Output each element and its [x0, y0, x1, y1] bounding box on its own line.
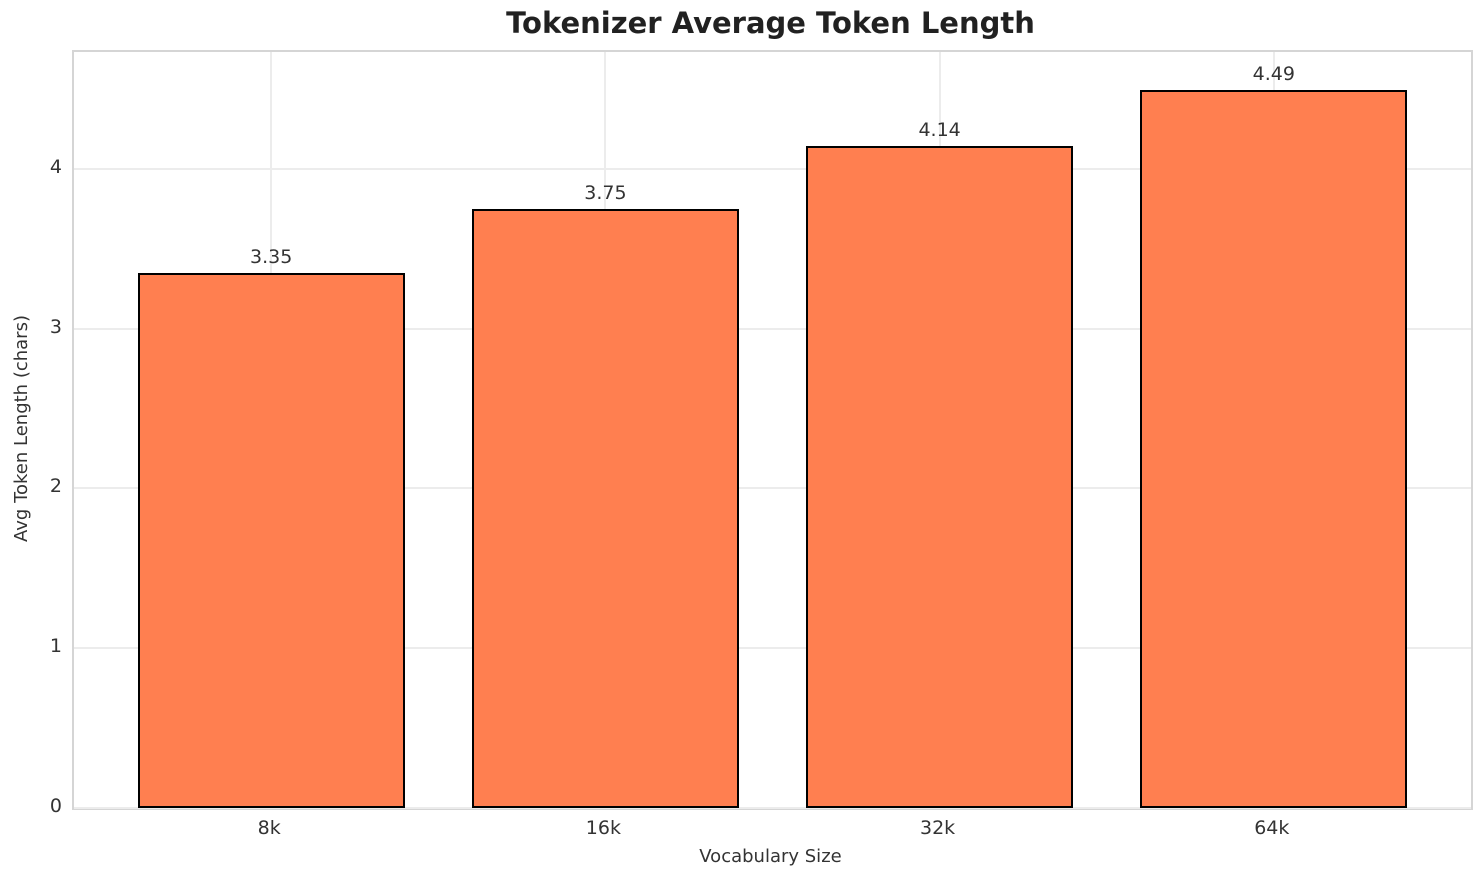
- y-axis-label: Avg Token Length (chars): [10, 314, 32, 542]
- gridline-y-3: [74, 327, 1471, 330]
- x-axis-tick-labels: 8k 16k 32k 64k: [72, 806, 1469, 840]
- x-axis-label: Vocabulary Size: [699, 846, 842, 867]
- y-tick-label-3: 3: [49, 315, 62, 338]
- gridline-y-1: [74, 647, 1471, 650]
- gridline-y-4: [74, 167, 1471, 170]
- bar-16k: [471, 208, 740, 808]
- x-tick-label-16k: 16k: [585, 817, 621, 839]
- x-tick-label-64k: 64k: [1254, 817, 1290, 839]
- y-tick-label-1: 1: [49, 635, 62, 658]
- gridline-y-2: [74, 487, 1471, 490]
- gridline-y-0: [74, 807, 1471, 809]
- bar-32k: [805, 146, 1074, 808]
- y-tick-label-2: 2: [49, 475, 62, 498]
- value-label-8k: 3.35: [250, 245, 293, 268]
- y-axis-label-wrap: Avg Token Length (chars): [4, 50, 38, 806]
- value-label-16k: 3.75: [584, 181, 627, 204]
- bar-8k: [137, 272, 405, 808]
- y-tick-label-0: 0: [49, 795, 62, 817]
- chart-title: Tokenizer Average Token Length: [506, 6, 1035, 40]
- y-tick-label-4: 4: [49, 155, 62, 178]
- bar-64k: [1140, 90, 1408, 808]
- x-tick-label-32k: 32k: [920, 817, 956, 839]
- plot-area: 3.35 3.75 4.14 4.49: [72, 50, 1473, 810]
- value-label-32k: 4.14: [918, 119, 961, 142]
- y-axis-tick-labels: 0 1 2 3 4: [0, 50, 62, 817]
- x-tick-label-8k: 8k: [257, 817, 281, 839]
- value-label-64k: 4.49: [1252, 63, 1295, 86]
